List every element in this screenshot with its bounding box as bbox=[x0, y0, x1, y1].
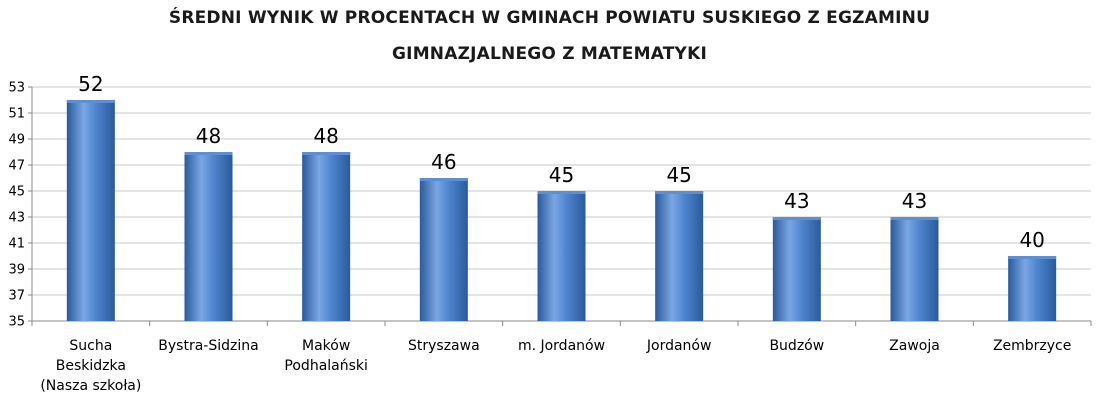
data-label: 43 bbox=[902, 189, 927, 213]
y-tick-label: 43 bbox=[8, 211, 25, 226]
x-tick-label: Stryszawa bbox=[408, 338, 480, 354]
y-tick-label: 49 bbox=[8, 133, 25, 148]
x-tick-label-line: Podhalański bbox=[284, 358, 367, 374]
bar-top-cap bbox=[302, 152, 351, 155]
chart-title-line-2: GIMNAZJALNEGO Z MATEMATYKI bbox=[392, 44, 707, 64]
x-tick-label-line: Zawoja bbox=[889, 338, 940, 354]
bar bbox=[1008, 256, 1057, 321]
bar bbox=[419, 178, 468, 321]
y-tick-label: 37 bbox=[8, 289, 25, 304]
data-label: 40 bbox=[1019, 228, 1044, 252]
x-tick-label: Sucha Beskidzka (Nasza szkoła) bbox=[40, 338, 141, 394]
bar bbox=[537, 191, 586, 321]
y-tick-label: 39 bbox=[8, 263, 25, 278]
bar bbox=[655, 191, 704, 321]
y-tick-label: 35 bbox=[8, 315, 25, 330]
y-tick-label: 45 bbox=[8, 185, 25, 200]
y-tick-label: 51 bbox=[8, 107, 25, 122]
x-tick-label: Zembrzyce bbox=[993, 338, 1071, 354]
bar-top-cap bbox=[772, 217, 821, 220]
x-tick-label-line: Sucha bbox=[69, 338, 112, 354]
x-tick-label-line: m. Jordanów bbox=[518, 338, 605, 354]
x-tick-label: Maków Podhalański bbox=[284, 338, 367, 374]
bars bbox=[66, 100, 1057, 321]
bar bbox=[184, 152, 233, 321]
data-label: 52 bbox=[78, 72, 103, 96]
x-tick-label: Zawoja bbox=[889, 338, 940, 354]
x-tick-label-line: Beskidzka bbox=[56, 358, 126, 374]
x-tick-label-line: Jordanów bbox=[646, 338, 712, 354]
y-tick-label: 47 bbox=[8, 159, 25, 174]
bar-top-cap bbox=[419, 178, 468, 181]
bar-top-cap bbox=[655, 191, 704, 194]
data-label: 43 bbox=[784, 189, 809, 213]
bar bbox=[302, 152, 351, 321]
data-label: 46 bbox=[431, 150, 456, 174]
x-tick-label-line: Maków bbox=[302, 338, 350, 354]
data-label: 48 bbox=[313, 124, 338, 148]
y-tick-label: 53 bbox=[8, 81, 25, 96]
x-tick-label-line: (Nasza szkoła) bbox=[40, 378, 141, 394]
x-tick-label-line: Bystra-Sidzina bbox=[158, 338, 258, 354]
bar-top-cap bbox=[537, 191, 586, 194]
x-tick-label-line: Zembrzyce bbox=[993, 338, 1071, 354]
bar-top-cap bbox=[1008, 256, 1057, 259]
y-tick-label: 41 bbox=[8, 237, 25, 252]
data-label: 45 bbox=[666, 163, 691, 187]
bar bbox=[772, 217, 821, 321]
bar bbox=[890, 217, 939, 321]
bar-top-cap bbox=[66, 100, 115, 103]
bar bbox=[66, 100, 115, 321]
x-tick-label: Jordanów bbox=[646, 338, 712, 354]
data-label: 45 bbox=[549, 163, 574, 187]
bar-top-cap bbox=[184, 152, 233, 155]
y-tick-labels: 35 37 39 41 43 45 47 49 51 53 bbox=[8, 81, 32, 330]
chart-title-line-1: ŚREDNI WYNIK W PROCENTACH W GMINACH POWI… bbox=[168, 8, 931, 28]
x-tick-label-line: Stryszawa bbox=[408, 338, 480, 354]
x-tick-label: m. Jordanów bbox=[518, 338, 605, 354]
data-labels: 52 48 48 46 45 45 43 43 40 bbox=[78, 72, 1045, 252]
x-tick-label-line: Budzów bbox=[769, 338, 824, 354]
x-tick-label: Budzów bbox=[769, 338, 824, 354]
x-tick-label: Bystra-Sidzina bbox=[158, 338, 258, 354]
data-label: 48 bbox=[196, 124, 221, 148]
x-tick-labels: Sucha Beskidzka (Nasza szkoła) Bystra-Sidzi… bbox=[31, 321, 1092, 394]
bar-top-cap bbox=[890, 217, 939, 220]
